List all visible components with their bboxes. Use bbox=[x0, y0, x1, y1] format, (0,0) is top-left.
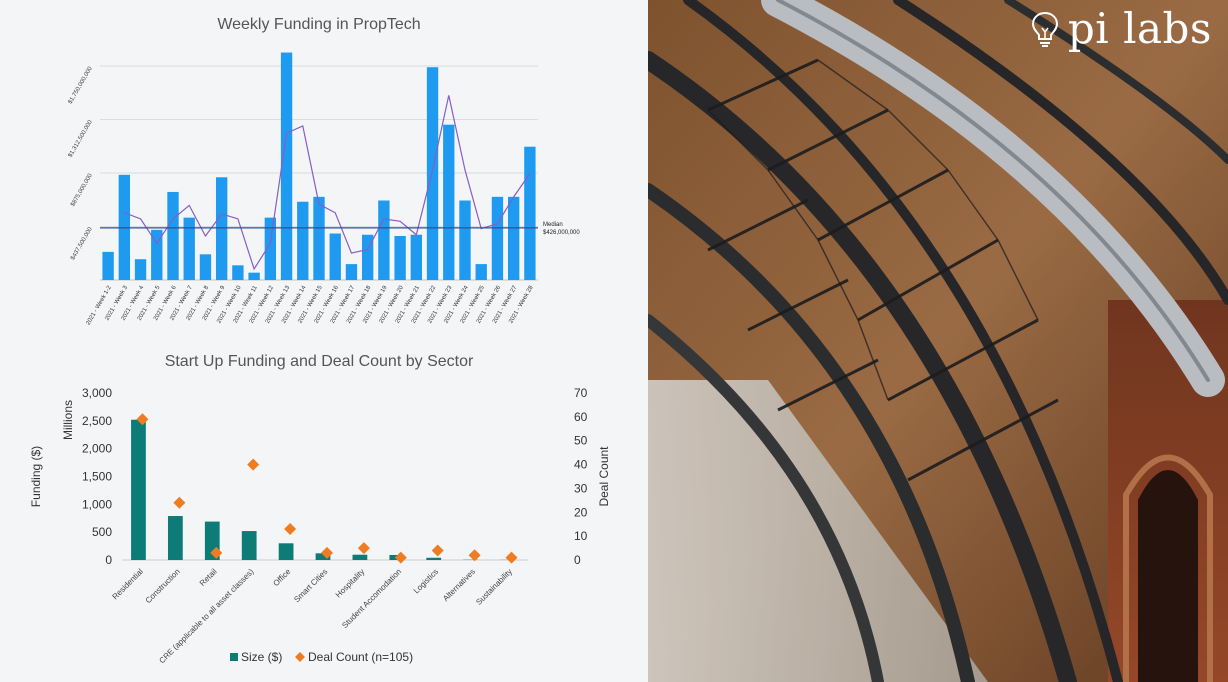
legend-swatch-deal-count bbox=[295, 652, 305, 662]
deal-count-marker bbox=[210, 546, 223, 559]
deal-count-marker bbox=[284, 522, 297, 535]
y-tick-label: 1,000 bbox=[82, 497, 112, 511]
bar bbox=[278, 543, 294, 560]
x-tick-label: Office bbox=[271, 567, 292, 588]
deal-count-marker bbox=[357, 542, 370, 555]
y2-tick-label: 50 bbox=[574, 434, 588, 448]
y2-axis-title: Deal Count bbox=[597, 446, 611, 507]
bar bbox=[524, 146, 536, 280]
weekly-funding-chart: $437,500,000 $875,000,000 $1,312,500,000 $1… bbox=[68, 52, 580, 326]
hero-image: pi labs bbox=[648, 0, 1228, 682]
bar bbox=[507, 196, 520, 280]
bar bbox=[280, 52, 293, 281]
x-tick-label: Retail bbox=[198, 567, 219, 588]
bar bbox=[102, 251, 114, 280]
x-tick-label: Construction bbox=[144, 567, 182, 605]
x-tick-label: Residential bbox=[111, 567, 146, 602]
bar bbox=[241, 531, 257, 560]
bar bbox=[475, 264, 487, 280]
y2-tick-label: 20 bbox=[574, 505, 588, 519]
deal-count-marker bbox=[321, 546, 333, 559]
brand-name: pi labs bbox=[1067, 4, 1212, 53]
y-tick-label: $875,000,000 bbox=[70, 172, 94, 207]
deal-count-marker bbox=[505, 551, 518, 564]
charts-panel: Weekly Funding in PropTech $437,500,000 $… bbox=[29, 16, 611, 666]
median-label: Median bbox=[543, 222, 563, 228]
bar bbox=[426, 67, 439, 280]
bar bbox=[167, 191, 179, 280]
deal-count-marker bbox=[431, 544, 444, 557]
bar bbox=[410, 234, 423, 280]
deal-count-marker bbox=[247, 458, 260, 471]
bar bbox=[378, 200, 390, 280]
y2-tick-label: 60 bbox=[574, 410, 588, 424]
trend-line bbox=[124, 95, 531, 271]
sector-funding-chart: 0 500 1,000 1,500 2,000 2,500 3,000 0 10 20 30 40 50… bbox=[29, 386, 611, 665]
station-roof-photo bbox=[648, 0, 1228, 682]
bar bbox=[313, 196, 325, 280]
chart-title-sector-funding: Start Up Funding and Deal Count by Secto… bbox=[164, 353, 474, 370]
x-tick-label: Sustainability bbox=[474, 567, 514, 607]
bar bbox=[264, 217, 277, 280]
bar bbox=[199, 254, 212, 280]
x-tick-label: Hospitality bbox=[334, 567, 366, 599]
x-tick-label: Logistics bbox=[412, 567, 440, 595]
y-tick-label: 2,000 bbox=[82, 442, 112, 456]
y-tick-label: $1,312,500,000 bbox=[68, 119, 94, 159]
bar bbox=[167, 516, 183, 560]
deal-count-marker bbox=[394, 551, 407, 564]
y-tick-label: 0 bbox=[105, 553, 112, 567]
bar bbox=[443, 124, 455, 280]
bar bbox=[345, 264, 358, 280]
lightbulb-icon bbox=[1031, 11, 1058, 47]
bar bbox=[491, 196, 504, 280]
legend-label-deal-count: Deal Count (n=105) bbox=[308, 650, 413, 664]
deal-count-marker bbox=[468, 549, 481, 562]
x-tick-label: Alternatives bbox=[441, 567, 477, 603]
bar bbox=[297, 201, 309, 280]
y2-tick-label: 10 bbox=[574, 529, 588, 543]
bar bbox=[361, 234, 374, 280]
y-tick-label: 500 bbox=[92, 525, 112, 539]
y2-tick-label: 40 bbox=[574, 458, 588, 472]
y2-tick-label: 30 bbox=[574, 481, 588, 495]
bar bbox=[134, 259, 147, 280]
bar bbox=[426, 557, 442, 560]
bar bbox=[329, 233, 341, 280]
pi-labs-logo: pi labs bbox=[1030, 8, 1212, 50]
bar bbox=[183, 217, 195, 280]
median-value-label: $426,000,000 bbox=[543, 230, 580, 236]
y-tick-label: $1,750,000,000 bbox=[68, 65, 94, 105]
bar bbox=[352, 554, 368, 560]
chart-legend: Size ($) Deal Count (n=105) bbox=[230, 650, 413, 664]
y2-tick-label: 0 bbox=[574, 553, 581, 567]
y-tick-label: 2,500 bbox=[82, 414, 112, 428]
deal-count-marker bbox=[136, 413, 149, 426]
y2-tick-label: 70 bbox=[574, 386, 588, 400]
bar bbox=[459, 200, 471, 280]
bar bbox=[215, 177, 228, 280]
bar bbox=[394, 235, 406, 280]
bar bbox=[315, 553, 331, 560]
y-tick-label: 1,500 bbox=[82, 470, 112, 484]
chart-title-weekly-funding: Weekly Funding in PropTech bbox=[217, 16, 421, 33]
x-tick-label: Smart Cities bbox=[292, 567, 329, 604]
y-tick-label: 3,000 bbox=[82, 386, 112, 400]
deal-count-marker bbox=[173, 496, 186, 509]
y-axis-units-label: Millions bbox=[61, 400, 75, 440]
y-axis-title: Funding ($) bbox=[29, 446, 43, 507]
bar bbox=[232, 265, 244, 280]
y-tick-label: $437,500,000 bbox=[70, 226, 94, 261]
bar bbox=[131, 419, 146, 560]
legend-label-size: Size ($) bbox=[241, 650, 282, 664]
bar bbox=[248, 272, 260, 280]
legend-swatch-size bbox=[230, 653, 238, 661]
bar bbox=[151, 229, 163, 280]
